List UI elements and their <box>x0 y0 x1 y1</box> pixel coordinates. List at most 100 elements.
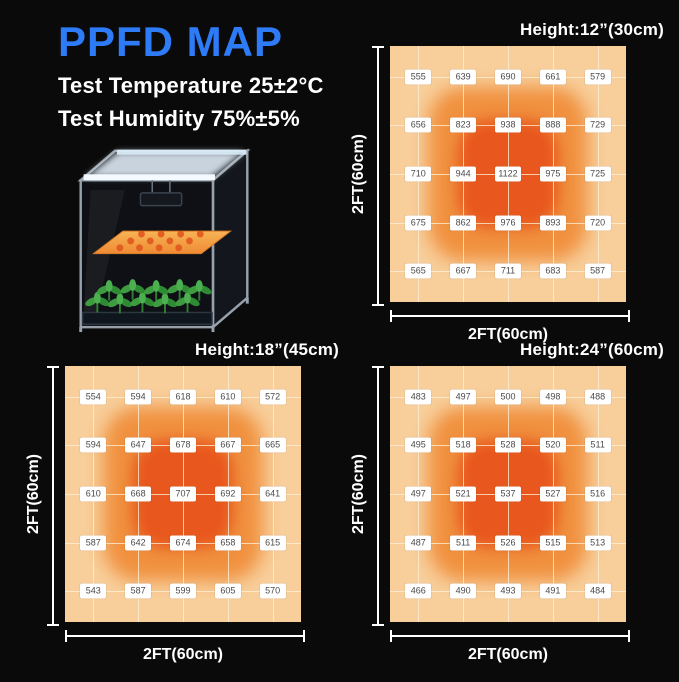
ppfd-value: 511 <box>450 535 477 551</box>
ppfd-value: 720 <box>584 215 611 231</box>
y-axis-label: 2FT(60cm) <box>347 46 371 302</box>
y-axis-label-text: 2FT(60cm) <box>350 133 367 215</box>
ppfd-value: 683 <box>539 263 566 279</box>
map-height-title: Height:18”(45cm) <box>195 340 339 359</box>
y-axis-bracket <box>372 366 384 626</box>
ppfd-value: 483 <box>405 389 432 405</box>
ppfd-value: 665 <box>259 437 286 453</box>
ppfd-value: 484 <box>584 583 611 599</box>
ppfd-value: 610 <box>214 389 241 405</box>
ppfd-value: 658 <box>214 535 241 551</box>
ppfd-value: 710 <box>405 166 432 182</box>
x-axis-label: 2FT(60cm) <box>467 646 549 663</box>
ppfd-value: 656 <box>405 117 432 133</box>
ppfd-value: 570 <box>259 583 286 599</box>
ppfd-value: 513 <box>584 535 611 551</box>
ppfd-value: 692 <box>214 486 241 502</box>
grow-tent-svg <box>53 115 251 333</box>
y-axis-bracket <box>372 46 384 306</box>
ppfd-value: 587 <box>584 263 611 279</box>
ppfd-value: 511 <box>584 437 611 453</box>
ppfd-value: 521 <box>450 486 477 502</box>
ppfd-value: 497 <box>405 486 432 502</box>
ppfd-value: 491 <box>539 583 566 599</box>
ppfd-value: 610 <box>80 486 107 502</box>
ppfd-value: 690 <box>495 69 521 85</box>
x-axis-bracket <box>390 310 630 322</box>
ppfd-value: 495 <box>405 437 432 453</box>
ppfd-value: 668 <box>125 486 152 502</box>
header: PPFD MAP Test Temperature 25±2°C Test Hu… <box>58 18 358 132</box>
ppfd-value: 488 <box>584 389 611 405</box>
ppfd-value: 1122 <box>495 166 521 182</box>
ppfd-value: 938 <box>495 117 521 133</box>
grow-tent-illustration <box>53 115 262 343</box>
ppfd-value: 711 <box>495 263 521 279</box>
ppfd-value: 528 <box>495 437 521 453</box>
page-title: PPFD MAP <box>58 18 284 65</box>
heatmap-grid: 555 639 690 661 579 656 823 938 888 729 710 944 1122… <box>390 46 626 302</box>
ppfd-value: 674 <box>170 535 196 551</box>
ppfd-value: 554 <box>80 389 107 405</box>
y-axis-label: 2FT(60cm) <box>347 366 371 622</box>
ppfd-value: 515 <box>539 535 566 551</box>
ppfd-value: 500 <box>495 389 521 405</box>
ppfd-value: 466 <box>405 583 432 599</box>
ppfd-value: 725 <box>584 166 611 182</box>
ppfd-map-12in: Height:12”(30cm) 2FT(60cm) 555 639 690 661 5… <box>348 12 668 362</box>
ppfd-value: 520 <box>539 437 566 453</box>
ppfd-value: 526 <box>495 535 521 551</box>
ppfd-value: 661 <box>539 69 566 85</box>
ppfd-value: 543 <box>80 583 107 599</box>
ppfd-value: 944 <box>450 166 477 182</box>
y-axis-label-text: 2FT(60cm) <box>350 453 367 535</box>
ppfd-value: 729 <box>584 117 611 133</box>
ppfd-value: 675 <box>405 215 432 231</box>
ppfd-map-24in: Height:24”(60cm) 2FT(60cm) 483 497 500 498 4… <box>348 332 668 682</box>
x-axis-label: 2FT(60cm) <box>467 326 549 343</box>
ppfd-value: 615 <box>259 535 286 551</box>
map-height-title: Height:24”(60cm) <box>520 340 664 359</box>
ppfd-value: 641 <box>259 486 286 502</box>
ppfd-value: 639 <box>450 69 477 85</box>
ppfd-value: 516 <box>584 486 611 502</box>
ppfd-value: 594 <box>80 437 107 453</box>
ppfd-value: 642 <box>125 535 152 551</box>
map-height-title: Height:12”(30cm) <box>520 20 664 39</box>
ppfd-value: 555 <box>405 69 432 85</box>
ppfd-value: 893 <box>539 215 566 231</box>
ppfd-value: 490 <box>450 583 477 599</box>
ppfd-value: 667 <box>214 437 241 453</box>
x-axis-label: 2FT(60cm) <box>142 646 224 663</box>
test-temperature-text: Test Temperature 25±2°C <box>58 73 324 98</box>
ppfd-value: 498 <box>539 389 566 405</box>
x-axis-bracket <box>65 630 305 642</box>
ppfd-value: 587 <box>125 583 152 599</box>
ppfd-value: 975 <box>539 166 566 182</box>
ppfd-value: 518 <box>450 437 477 453</box>
ppfd-value: 565 <box>405 263 432 279</box>
heatmap-grid: 554 594 618 610 572 594 647 678 667 665 610 668 707 6… <box>65 366 301 622</box>
ppfd-value: 823 <box>450 117 477 133</box>
ppfd-value: 862 <box>450 215 477 231</box>
ppfd-value: 537 <box>495 486 521 502</box>
ppfd-value: 618 <box>170 389 196 405</box>
ppfd-value: 572 <box>259 389 286 405</box>
ppfd-value: 487 <box>405 535 432 551</box>
ppfd-value: 667 <box>450 263 477 279</box>
ppfd-value: 605 <box>214 583 241 599</box>
ppfd-value: 527 <box>539 486 566 502</box>
ppfd-value: 599 <box>170 583 196 599</box>
ppfd-map-18in: Height:18”(45cm) 2FT(60cm) 554 594 618 610 5… <box>23 332 343 682</box>
ppfd-value: 587 <box>80 535 107 551</box>
ppfd-value: 493 <box>495 583 521 599</box>
ppfd-value: 678 <box>170 437 196 453</box>
y-axis-label-text: 2FT(60cm) <box>25 453 42 535</box>
ppfd-value: 647 <box>125 437 152 453</box>
ppfd-value: 707 <box>170 486 196 502</box>
ppfd-value: 976 <box>495 215 521 231</box>
heatmap-grid: 483 497 500 498 488 495 518 528 520 511 497 521 537 5… <box>390 366 626 622</box>
test-humidity-text: Test Humidity 75%±5% <box>58 106 300 131</box>
y-axis-bracket <box>47 366 59 626</box>
ppfd-value: 579 <box>584 69 611 85</box>
